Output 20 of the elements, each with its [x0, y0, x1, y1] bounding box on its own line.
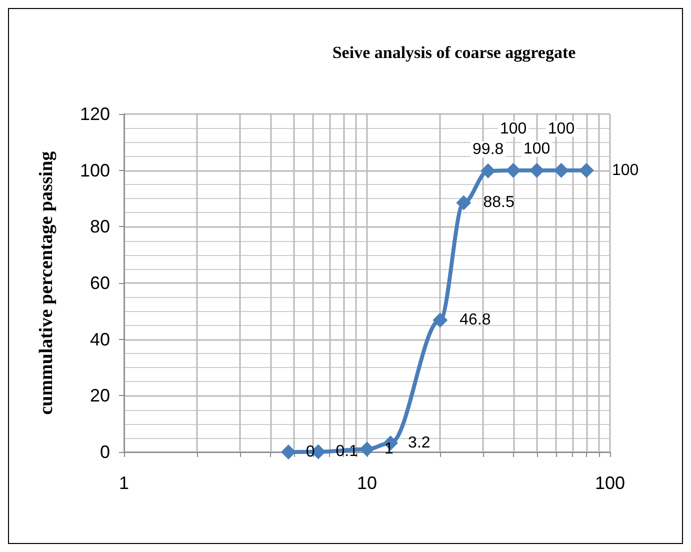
chart-title: Seive analysis of coarse aggregate — [332, 43, 576, 62]
data-label: 100 — [500, 120, 527, 138]
data-label: 46.8 — [460, 312, 491, 329]
y-tick-label: 20 — [90, 386, 110, 406]
data-label: 100 — [524, 140, 550, 158]
data-label: 88.5 — [483, 194, 514, 212]
y-axis-title: cummulative percentage passing — [36, 150, 57, 415]
y-tick-label: 100 — [80, 160, 110, 180]
x-tick-label: 10 — [356, 473, 378, 493]
x-tick-label: 1 — [118, 473, 130, 493]
y-tick-label: 0 — [100, 442, 110, 462]
y-tick-label: 80 — [90, 216, 110, 237]
data-label: 3.2 — [408, 434, 430, 452]
x-tick-label: 100 — [594, 473, 626, 493]
data-label: 99.8 — [472, 140, 504, 158]
y-tick-label: 120 — [80, 104, 110, 124]
y-tick-label: 60 — [90, 273, 110, 293]
y-tick-label: 40 — [90, 329, 110, 350]
data-label: 100 — [612, 162, 639, 179]
data-label: 100 — [548, 120, 575, 138]
